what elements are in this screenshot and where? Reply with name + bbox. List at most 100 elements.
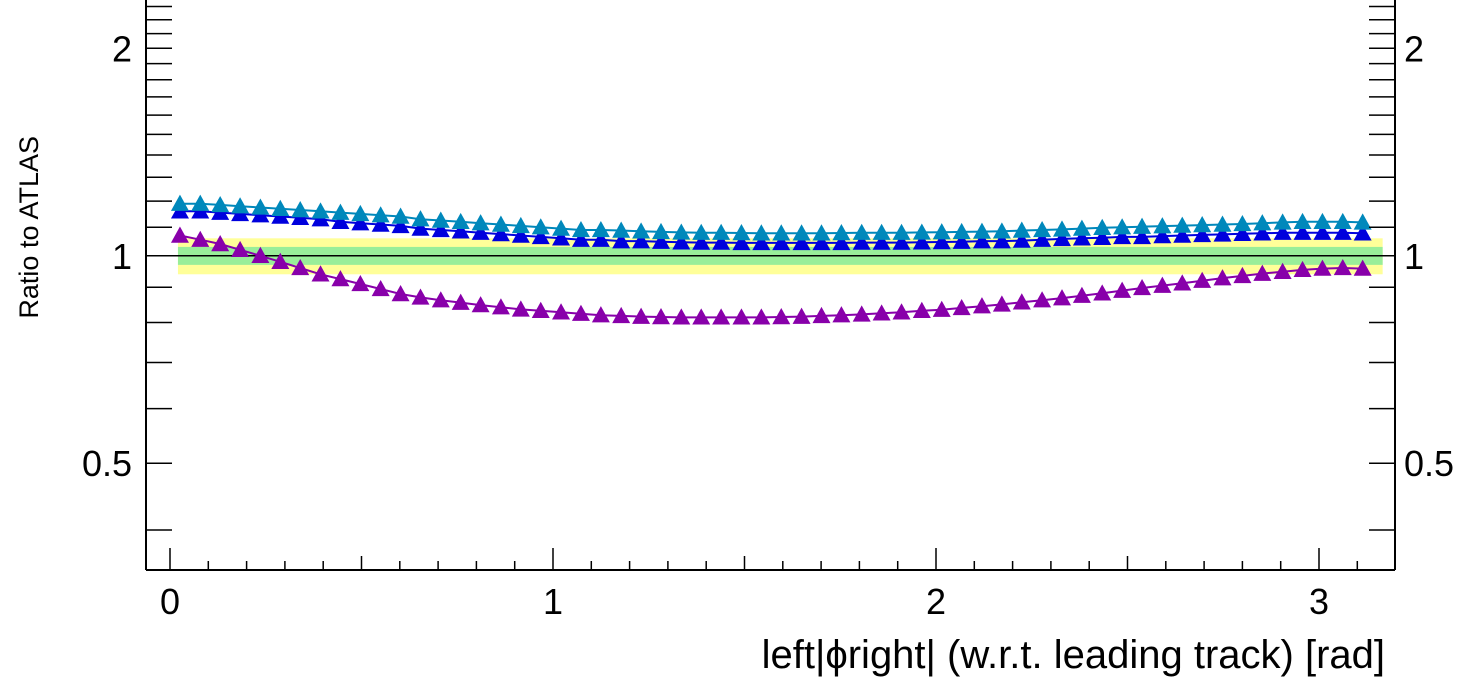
data-point <box>812 224 831 241</box>
y-axis-title: Ratio to ATLAS <box>14 136 44 319</box>
axes: 0 1 2 3 0.5 0.5 1 1 2 2 <box>82 0 1454 622</box>
data-point <box>170 226 189 243</box>
data-point <box>1353 224 1372 241</box>
data-point <box>752 308 771 325</box>
data-point <box>491 298 510 315</box>
data-point <box>1133 278 1152 296</box>
data-point <box>1153 276 1172 293</box>
data-point <box>732 223 751 241</box>
data-point <box>1273 223 1292 240</box>
data-point <box>692 223 711 240</box>
data-point <box>732 308 751 325</box>
data-point <box>1072 229 1091 246</box>
data-point <box>952 298 971 316</box>
data-point <box>1033 220 1052 238</box>
data-point <box>1113 281 1132 298</box>
data-point <box>411 288 430 305</box>
data-point <box>1173 274 1192 291</box>
data-point <box>1093 218 1112 235</box>
data-point <box>471 223 490 240</box>
data-point <box>531 301 550 319</box>
x-tick-label: 2 <box>926 581 946 622</box>
data-point <box>672 223 691 240</box>
data-point <box>552 219 571 236</box>
data-point <box>170 194 189 211</box>
data-point <box>591 306 610 323</box>
data-point <box>571 304 590 321</box>
data-point <box>331 203 350 220</box>
y-tick-label-right: 1 <box>1404 236 1424 277</box>
data-point <box>1193 271 1212 288</box>
data-point <box>1193 216 1212 233</box>
data-point <box>792 233 811 251</box>
data-point <box>251 198 270 215</box>
data-point <box>291 258 310 276</box>
data-point <box>451 222 470 239</box>
data-point <box>1213 225 1232 242</box>
tick-labels: 0 1 2 3 0.5 0.5 1 1 2 2 <box>82 28 1454 622</box>
data-point <box>952 222 971 240</box>
data-point <box>792 307 811 324</box>
data-point <box>1353 213 1372 230</box>
data-point <box>371 206 390 223</box>
data-point <box>271 252 290 270</box>
data-point <box>211 235 230 252</box>
data-point <box>391 285 410 302</box>
data-point <box>411 219 430 236</box>
data-point <box>932 233 951 250</box>
data-point <box>892 303 911 320</box>
y-tick-label-left: 1 <box>112 236 132 277</box>
data-point <box>772 307 791 325</box>
data-point <box>972 232 991 249</box>
data-point <box>892 223 911 240</box>
data-point <box>531 218 550 235</box>
data-point <box>672 308 691 325</box>
data-point <box>391 207 410 224</box>
data-point <box>1173 226 1192 243</box>
data-point <box>291 201 310 218</box>
x-tick-label: 3 <box>1309 581 1329 622</box>
data-point <box>511 300 530 317</box>
data-point <box>1313 212 1332 230</box>
data-point <box>772 233 791 251</box>
data-point <box>311 265 330 282</box>
data-point <box>672 233 691 250</box>
data-point <box>932 223 951 240</box>
x-tick-label: 0 <box>160 581 180 622</box>
data-point <box>1293 223 1312 240</box>
data-point <box>732 233 751 251</box>
data-point <box>1033 230 1052 247</box>
y-tick-label-right: 0.5 <box>1404 443 1454 484</box>
data-point <box>351 204 370 222</box>
data-point <box>1333 223 1352 240</box>
data-point <box>612 306 631 324</box>
data-point <box>411 210 430 227</box>
data-point <box>1273 213 1292 230</box>
data-point <box>491 215 510 232</box>
data-point <box>992 222 1011 239</box>
data-point <box>812 233 831 251</box>
data-point <box>972 222 991 239</box>
data-point <box>872 233 891 250</box>
data-point <box>591 230 610 247</box>
data-point <box>1053 220 1072 237</box>
data-point <box>1173 216 1192 233</box>
data-point <box>1072 286 1091 303</box>
data-point <box>391 216 410 234</box>
data-point <box>251 246 270 263</box>
data-point <box>912 301 931 319</box>
data-point <box>331 212 350 230</box>
data-point <box>872 223 891 240</box>
data-point <box>451 293 470 310</box>
data-point <box>712 233 731 250</box>
data-point <box>852 305 871 322</box>
series-1 <box>170 194 1372 241</box>
data-point <box>692 233 711 250</box>
data-point <box>792 224 811 241</box>
data-point <box>632 307 651 324</box>
data-point <box>992 295 1011 312</box>
data-point <box>1012 231 1031 248</box>
data-point <box>712 223 731 240</box>
data-point <box>471 296 490 313</box>
data-point <box>912 223 931 240</box>
